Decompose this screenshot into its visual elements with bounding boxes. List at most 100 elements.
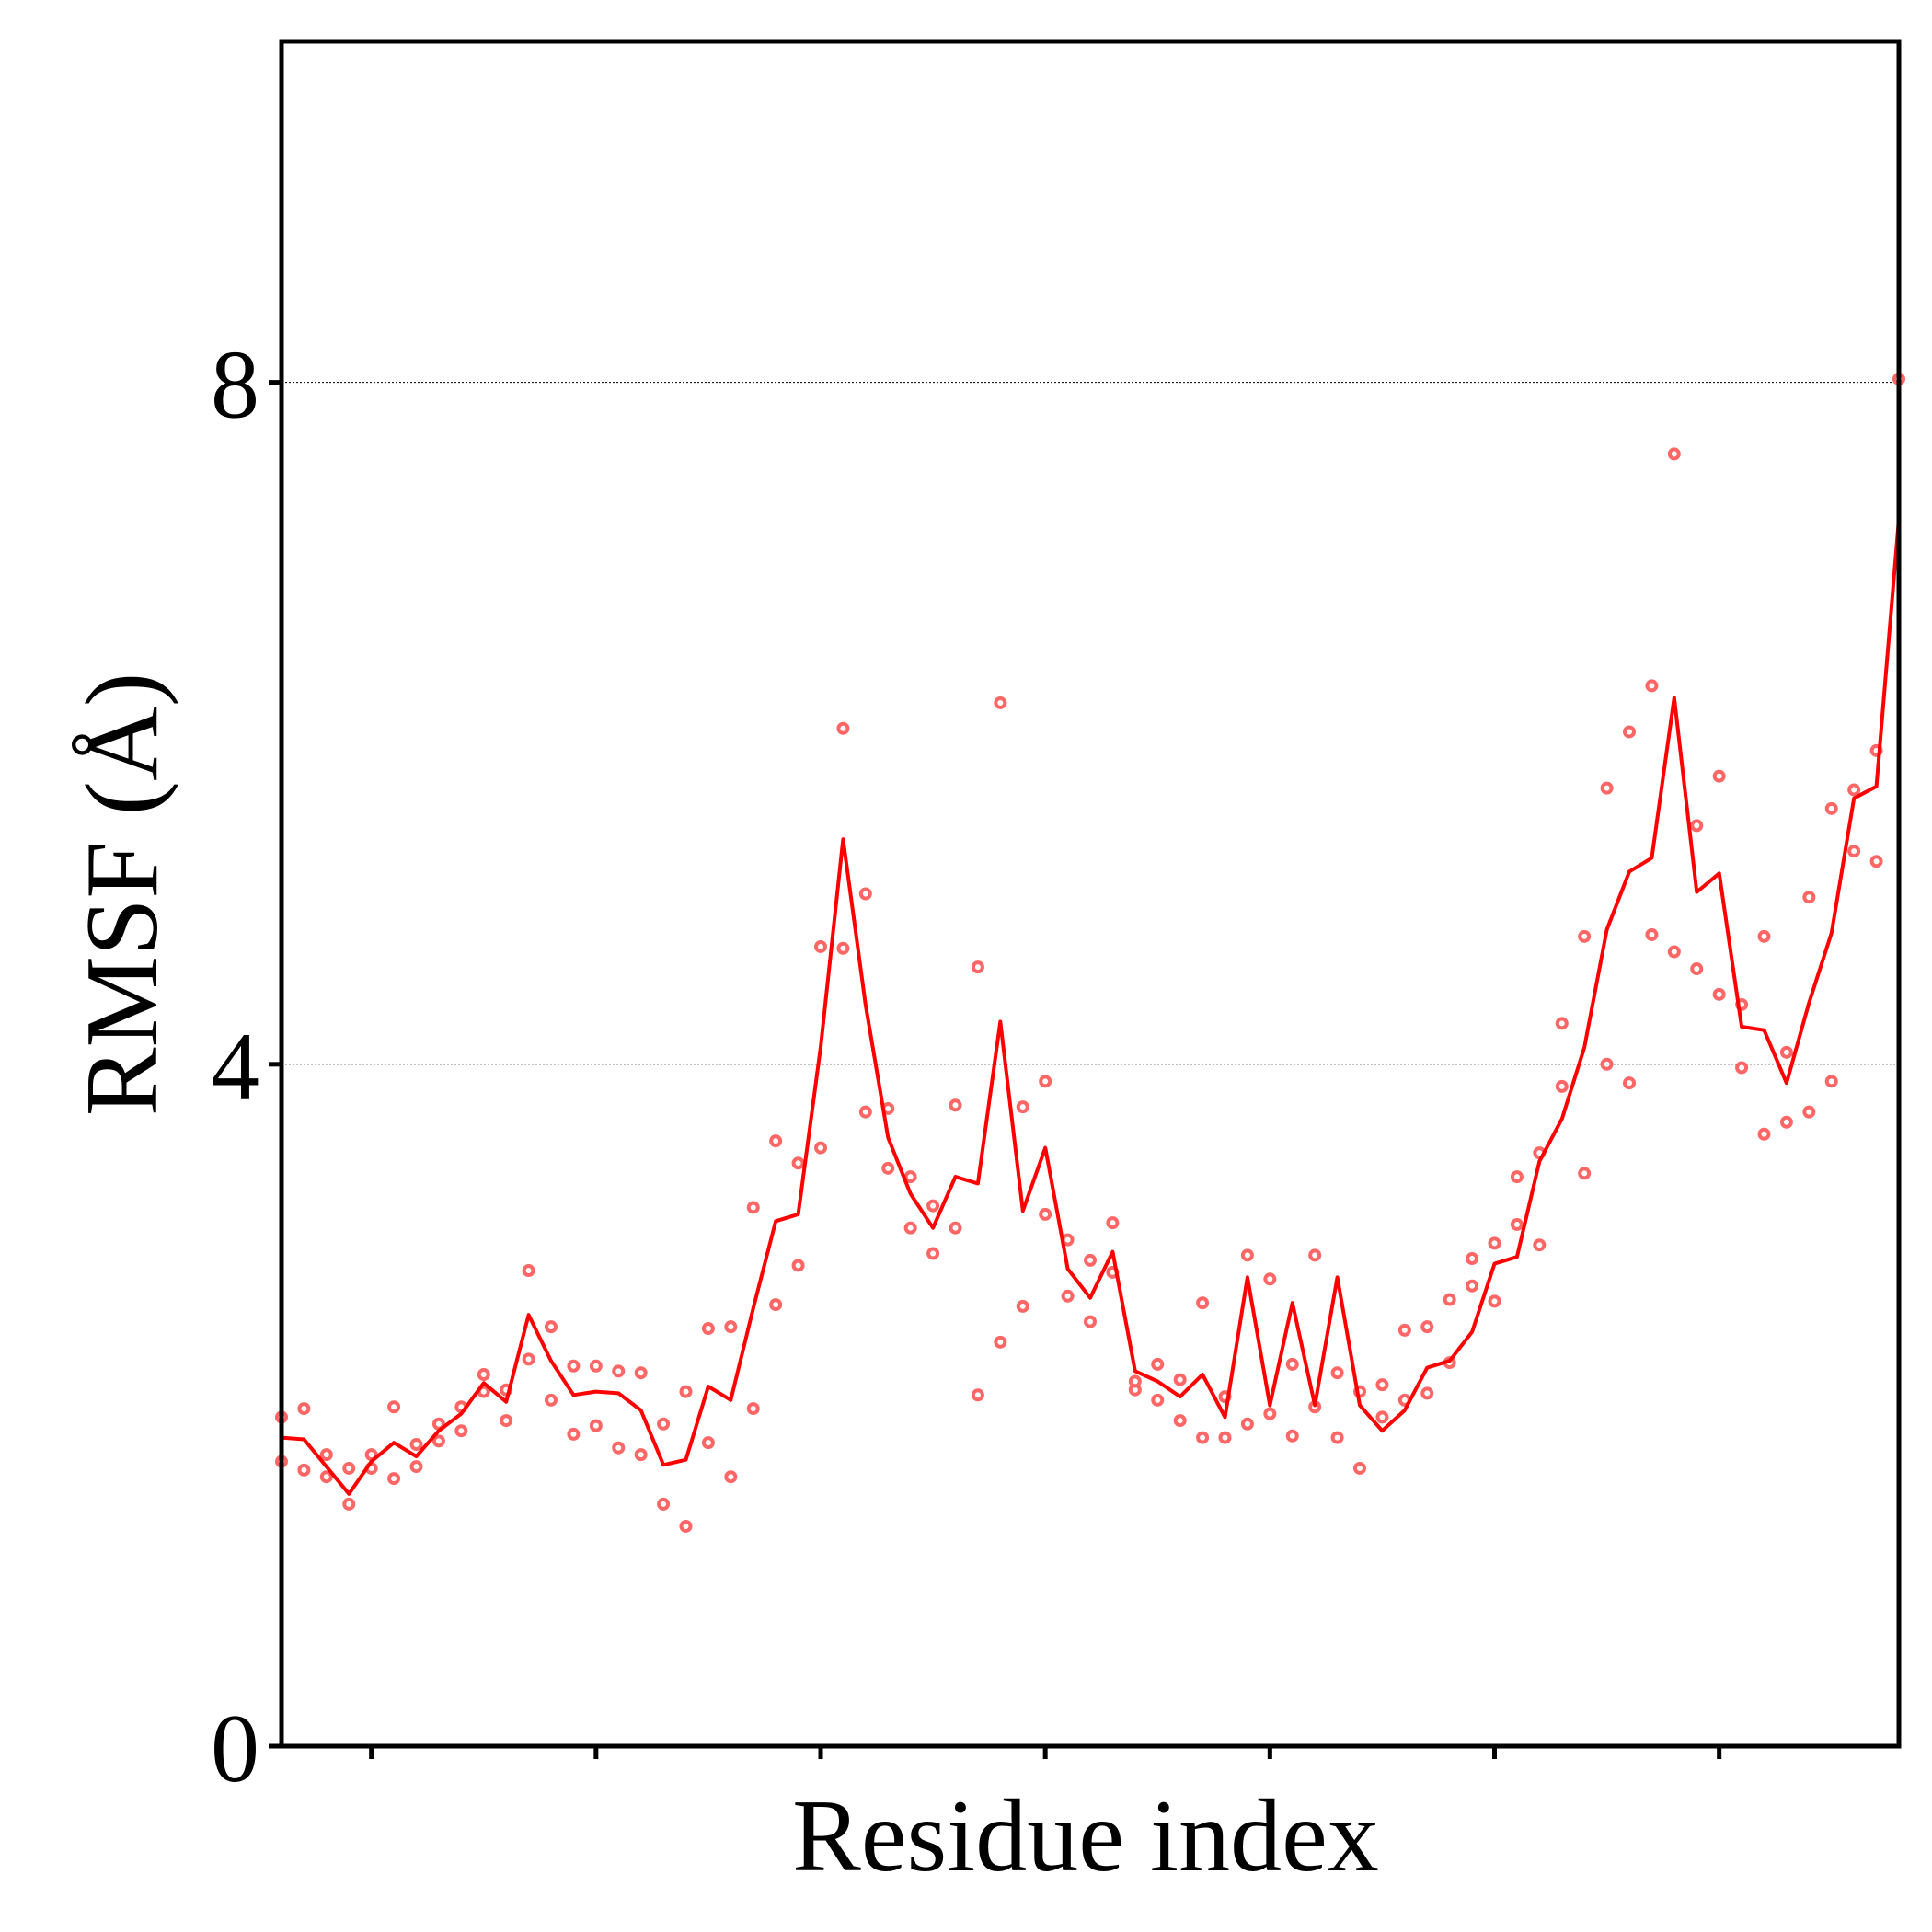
scatter-point [1308, 1248, 1322, 1262]
scatter-point [769, 1298, 783, 1312]
scatter-point [545, 1320, 558, 1334]
scatter-point [1173, 1373, 1187, 1386]
scatter-point [1084, 1253, 1097, 1267]
scatter-point [500, 1414, 513, 1428]
scatter-point [1824, 801, 1838, 815]
scatter-point [1824, 1075, 1838, 1088]
rmsf-line [281, 518, 1901, 1496]
scatter-point [949, 1221, 962, 1235]
scatter-point [836, 721, 850, 735]
scatter-point [1488, 1236, 1501, 1250]
axis-ticks: 0 4 8 [211, 331, 1722, 1802]
scatter-point [1151, 1357, 1165, 1371]
scatter-point [1330, 1366, 1344, 1380]
scatter-point [746, 1402, 760, 1416]
scatter-point [1690, 819, 1704, 833]
scatter-point [1510, 1217, 1524, 1231]
scatter-point [567, 1427, 581, 1441]
scatter-point [949, 1098, 962, 1112]
scatter-point [1645, 679, 1659, 693]
scatter-point [319, 1448, 333, 1462]
scatter-point [1757, 1127, 1771, 1141]
scatter-point [1466, 1252, 1479, 1266]
scatter-point [836, 941, 850, 955]
scatter-point [319, 1470, 333, 1484]
scatter-point [1084, 1315, 1097, 1328]
scatter-point [701, 1436, 715, 1450]
scatter-point [1016, 1100, 1029, 1114]
scatter-point [1533, 1238, 1547, 1252]
scatter-point [1488, 1294, 1501, 1308]
scatter-point [657, 1417, 671, 1431]
scatter-point [971, 1388, 984, 1402]
scatter-point [477, 1368, 490, 1382]
scatter-point [1802, 1105, 1816, 1119]
scatter-point [1847, 783, 1861, 797]
scatter-point [1802, 891, 1816, 904]
scatter-point [858, 887, 872, 901]
scatter-point [342, 1461, 356, 1475]
scatter-point [431, 1434, 445, 1448]
scatter-point [881, 1161, 895, 1175]
scatter-point [903, 1170, 917, 1184]
scatter-point [297, 1463, 311, 1477]
scatter-point [387, 1472, 401, 1486]
scatter-point [1757, 929, 1771, 943]
scatter-point [589, 1359, 603, 1373]
scatter-point [1196, 1431, 1210, 1444]
scatter-point [679, 1385, 693, 1398]
scatter-point [701, 1322, 715, 1336]
scatter-point [612, 1441, 626, 1455]
scatter-point [1397, 1323, 1411, 1337]
scatter-point [1667, 945, 1681, 959]
scatter-point [567, 1359, 581, 1373]
scatter-point [1466, 1279, 1479, 1293]
scatter-point [1240, 1417, 1254, 1431]
scatter-point [814, 939, 827, 953]
scatter-point [724, 1470, 738, 1484]
scatter-point [1285, 1429, 1299, 1443]
scatter-point [1330, 1431, 1344, 1444]
plot-frame [279, 39, 1902, 1749]
scatter-point [454, 1424, 468, 1438]
scatter-point [1510, 1170, 1524, 1184]
scatter-point [1263, 1407, 1277, 1420]
gridlines [282, 382, 1899, 1065]
scatter-point [1623, 725, 1636, 739]
scatter-point [903, 1221, 917, 1235]
scatter-point [791, 1259, 805, 1272]
scatter-point [1016, 1299, 1029, 1313]
scatter-point [971, 960, 984, 974]
scatter-point [1690, 962, 1704, 976]
scatter-point [522, 1352, 535, 1366]
scatter-point [1578, 1167, 1592, 1180]
x-axis-label: Residue index [792, 1779, 1379, 1893]
scatter-point [612, 1364, 626, 1378]
scatter-point [926, 1199, 940, 1213]
scatter-point [858, 1105, 872, 1119]
scatter-point [634, 1448, 648, 1462]
scatter-point [409, 1438, 423, 1452]
scatter-point [1285, 1357, 1299, 1371]
scatter-point [1375, 1378, 1389, 1392]
scatter-point [1353, 1461, 1366, 1475]
scatter-point [1196, 1296, 1210, 1310]
scatter-point [1443, 1293, 1456, 1306]
scatter-point [1869, 855, 1883, 868]
scatter-point [1735, 1061, 1749, 1075]
scatter-point [1039, 1075, 1052, 1088]
scatter-point [1712, 987, 1726, 1001]
scatter-point [387, 1400, 401, 1414]
scatter-point [679, 1519, 693, 1533]
scatter-point [994, 696, 1007, 709]
scatter-point [1555, 1079, 1569, 1093]
scatter-point [297, 1402, 311, 1416]
scatter-point [926, 1247, 940, 1260]
scatter-point [1218, 1431, 1232, 1444]
scatter-point [1263, 1272, 1277, 1286]
scatter-point [1128, 1374, 1142, 1388]
scatter-point [1061, 1289, 1075, 1303]
y-axis-label: RMSF (Å) [65, 673, 179, 1116]
scatter-point [1600, 781, 1614, 795]
